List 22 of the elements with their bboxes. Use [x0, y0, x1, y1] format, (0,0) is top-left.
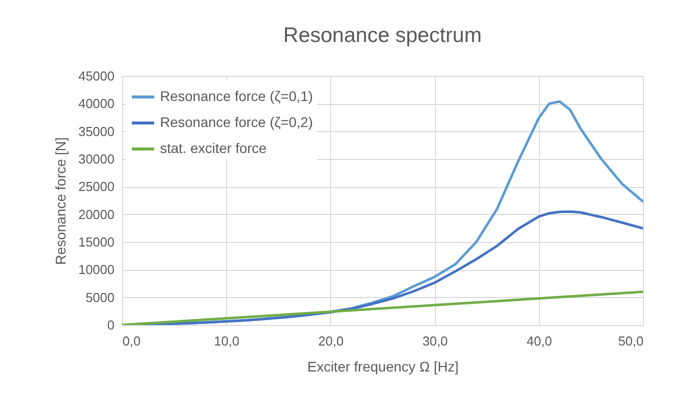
x-tick-label: 20,0	[318, 334, 344, 348]
y-tick-label: 30000	[78, 152, 114, 166]
x-tick-label: 0,0	[122, 334, 141, 348]
y-tick-label: 40000	[78, 96, 114, 112]
x-tick-label: 10,0	[214, 334, 240, 348]
y-tick-label: 5000	[86, 290, 114, 305]
legend-label: Resonance force (ζ=0,1)	[160, 88, 313, 104]
y-tick-label: 45000	[78, 68, 114, 84]
y-axis-title: Resonance force [N]	[52, 137, 68, 265]
y-tick-label: 20000	[78, 206, 114, 222]
y-tick-label: 0	[107, 318, 114, 332]
y-tick-label: 25000	[78, 179, 114, 194]
y-tick-label: 15000	[78, 234, 114, 250]
x-tick-label: 50,0	[618, 334, 644, 348]
legend-label: Resonance force (ζ=0,2)	[160, 114, 313, 130]
x-tick-label: 30,0	[422, 334, 448, 348]
x-axis-title: Exciter frequency Ω [Hz]	[307, 358, 459, 374]
chart-title: Resonance spectrum	[283, 24, 482, 47]
x-tick-label: 40,0	[526, 334, 552, 348]
legend-label: stat. exciter force	[160, 140, 267, 156]
y-tick-label: 10000	[78, 262, 114, 278]
y-tick-label: 35000	[78, 124, 114, 139]
